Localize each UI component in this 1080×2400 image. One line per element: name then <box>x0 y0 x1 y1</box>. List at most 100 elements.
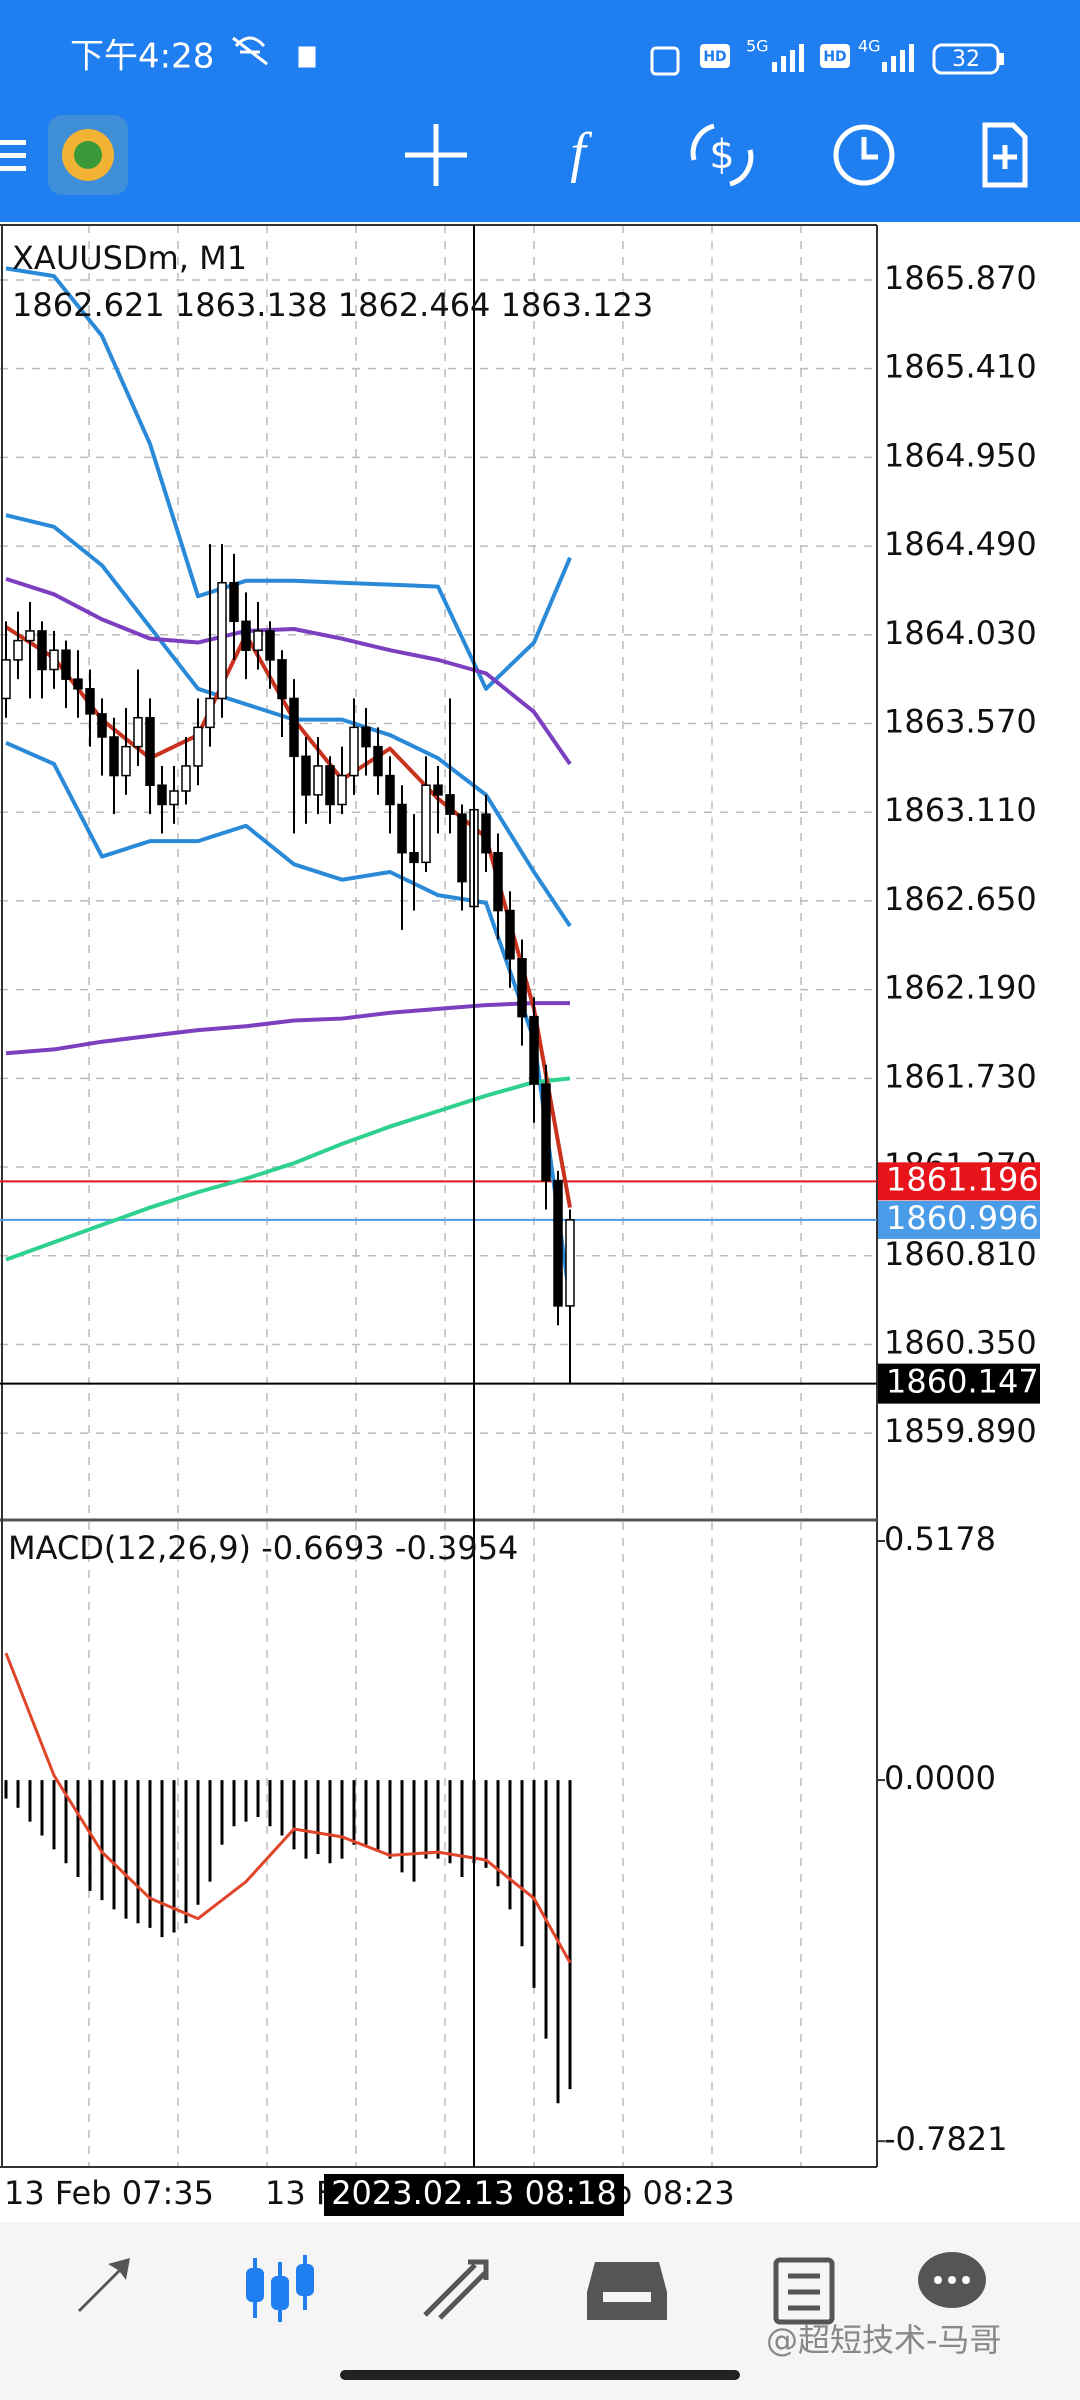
candle-body <box>121 745 131 777</box>
candle-body <box>409 851 419 864</box>
y-tick-label: 1864.950 <box>884 436 1037 474</box>
candle-body <box>397 803 407 854</box>
history-button[interactable] <box>833 124 895 186</box>
candle-body <box>253 630 263 651</box>
candle-body <box>517 958 527 1018</box>
candle-body <box>301 755 311 796</box>
ohlc: 1862.621 1863.138 1862.464 1863.123 <box>12 286 653 324</box>
candle-body <box>277 659 287 700</box>
crosshair-price-tag <box>878 1363 1040 1404</box>
candle-body <box>133 716 143 748</box>
network-label: 4G <box>858 37 881 56</box>
candle-body <box>241 620 251 651</box>
candle-body <box>25 630 35 642</box>
candle-body <box>109 736 119 777</box>
y-tick-label: 0.0000 <box>884 1759 996 1797</box>
new-order-button[interactable] <box>982 122 1028 188</box>
candle-body <box>229 581 239 623</box>
home-indicator <box>340 2370 740 2380</box>
candle-body <box>217 581 227 700</box>
y-tick-label: 1862.190 <box>884 969 1037 1007</box>
y-tick-label: 1860.350 <box>884 1323 1037 1361</box>
app-bar <box>0 0 1080 222</box>
indicator-line <box>5 1076 571 1262</box>
status-time: 下午4:28 <box>70 37 214 77</box>
candle-body <box>61 649 71 680</box>
candle-body <box>385 774 395 806</box>
indicator-line <box>5 266 572 691</box>
nav-quotes[interactable] <box>78 2258 130 2312</box>
candle-body <box>493 851 503 912</box>
nav-trade[interactable] <box>423 2259 489 2320</box>
macd-label: MACD(12,26,9) -0.6693 -0.3954 <box>8 1529 518 1567</box>
candle-body <box>433 784 443 796</box>
candle-body <box>541 1083 551 1182</box>
candle-body <box>553 1179 563 1307</box>
y-tick-label: 1862.650 <box>884 880 1037 918</box>
candle-body <box>181 765 191 792</box>
candle-body <box>349 726 359 777</box>
price-tag <box>878 1200 1040 1239</box>
menu-button[interactable] <box>0 140 26 171</box>
battery-tip <box>999 53 1004 65</box>
candle-body <box>373 745 383 777</box>
price-tag-label: 1860.996 <box>886 1199 1039 1237</box>
x-tick-label: 13 Feb 07:35 <box>4 2174 214 2212</box>
watermark: @超短技术-马哥 <box>766 2321 1002 2359</box>
y-tick-label: 1864.490 <box>884 525 1037 563</box>
candle-body <box>157 784 167 806</box>
app-logo[interactable] <box>48 115 128 195</box>
crosshair-price: 1860.147 <box>886 1363 1039 1401</box>
y-tick-label: 1863.570 <box>884 703 1037 741</box>
nav-history[interactable] <box>587 2262 667 2320</box>
y-tick-label: 1865.410 <box>884 348 1037 386</box>
candle-body <box>85 688 95 715</box>
network-label: 5G <box>746 37 769 56</box>
crosshair-tool[interactable] <box>405 124 467 186</box>
crosshair-time-tag <box>324 2174 624 2216</box>
trade-button[interactable]: $ <box>690 123 754 187</box>
y-tick-label: 1859.890 <box>884 1412 1037 1450</box>
x-tick-label: 13 F <box>265 2174 334 2212</box>
price-tag-label: 1861.196 <box>886 1160 1039 1198</box>
candle-body <box>457 813 467 883</box>
indicator-line <box>5 576 572 766</box>
y-tick-label: -0.7821 <box>884 2120 1008 2158</box>
candle-body <box>37 630 47 671</box>
x-tick-label: b 08:23 <box>612 2174 735 2212</box>
candle-body <box>49 649 59 671</box>
nav-chat[interactable] <box>918 2252 986 2308</box>
y-tick-label: 0.5178 <box>884 1520 996 1558</box>
signal-bars <box>882 44 914 72</box>
candle-body <box>205 697 215 729</box>
candle-body <box>421 784 431 864</box>
y-tick-label: 1861.730 <box>884 1057 1037 1095</box>
indicator-line <box>5 1001 570 1056</box>
candle-body <box>481 813 491 854</box>
signal-line <box>4 1652 572 1964</box>
candle-body <box>97 713 107 738</box>
candle-body <box>361 726 371 748</box>
candle-body <box>193 726 203 767</box>
chart-area: 1865.870 1865.410 1864.950 1864.490 1864.030… <box>0 224 1040 2216</box>
candle-body <box>337 774 347 806</box>
hd-label: HD <box>823 49 846 65</box>
candle-body <box>289 697 299 758</box>
hd-label: HD <box>703 49 726 65</box>
indicator-line <box>5 740 572 1301</box>
y-tick-label: 1863.110 <box>884 791 1037 829</box>
candle-body <box>1 659 11 700</box>
signal-bars <box>772 44 804 72</box>
nav-chart[interactable] <box>246 2255 314 2322</box>
status-icons <box>232 36 680 76</box>
hd-badge <box>820 44 850 68</box>
candle-body <box>265 630 275 661</box>
svg-text:$: $ <box>709 132 734 178</box>
candle-body <box>169 790 179 806</box>
candle-body <box>145 716 155 786</box>
candle-body <box>313 765 323 796</box>
nav-news[interactable] <box>773 2257 835 2325</box>
y-tick-label: 1865.870 <box>884 259 1037 297</box>
candle-body <box>529 1015 539 1085</box>
